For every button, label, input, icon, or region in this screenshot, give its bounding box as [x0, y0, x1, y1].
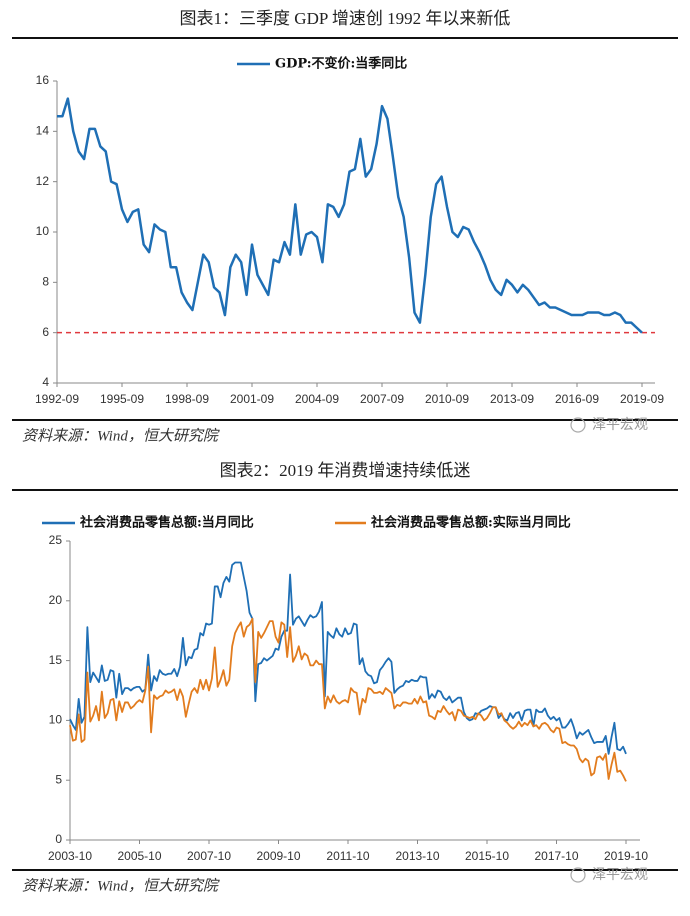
x-tick-label: 2004-09 — [295, 392, 339, 406]
series-line — [57, 97, 643, 334]
x-tick-label: 2001-09 — [230, 392, 274, 406]
x-tick-label: 1995-09 — [100, 392, 144, 406]
legend-label: 社会消费品零售总额:实际当月同比 — [370, 515, 571, 531]
watermark-icon — [570, 417, 586, 433]
x-tick-label: 2005-10 — [117, 849, 161, 863]
series-line — [69, 617, 627, 782]
y-tick-label: 0 — [55, 832, 62, 846]
y-tick-label: 12 — [36, 174, 50, 188]
legend-label: 社会消费品零售总额:当月同比 — [79, 515, 254, 531]
y-tick-label: 25 — [49, 533, 63, 547]
watermark-icon — [570, 867, 586, 883]
legend-label: GDP:不变价:当季同比 — [275, 56, 407, 72]
watermark: 泽平宏观 — [592, 867, 648, 883]
y-tick-label: 10 — [36, 224, 50, 238]
x-tick-label: 2016-09 — [555, 392, 599, 406]
y-tick-label: 6 — [42, 325, 49, 339]
x-tick-label: 2003-10 — [48, 849, 92, 863]
x-tick-label: 2009-10 — [256, 849, 300, 863]
y-tick-label: 16 — [36, 73, 50, 87]
x-tick-label: 2019-09 — [620, 392, 664, 406]
series-line — [69, 561, 627, 755]
y-tick-label: 14 — [36, 124, 50, 138]
x-tick-label: 2011-10 — [326, 849, 369, 863]
x-tick-label: 2019-10 — [604, 849, 648, 863]
chart-title: 图表2：2019 年消费增速持续低迷 — [220, 461, 471, 480]
y-tick-label: 5 — [55, 772, 62, 786]
x-tick-label: 2013-09 — [490, 392, 534, 406]
x-tick-label: 1992-09 — [35, 392, 79, 406]
x-tick-label: 2010-09 — [425, 392, 469, 406]
x-tick-label: 2013-10 — [395, 849, 439, 863]
y-tick-label: 20 — [49, 593, 63, 607]
x-tick-label: 1998-09 — [165, 392, 209, 406]
y-tick-label: 10 — [49, 713, 63, 727]
watermark: 泽平宏观 — [592, 417, 648, 433]
x-tick-label: 2017-10 — [534, 849, 578, 863]
x-tick-label: 2007-10 — [187, 849, 231, 863]
chart-title: 图表1：三季度 GDP 增速创 1992 年以来新低 — [180, 9, 511, 28]
source-note: 资料来源：Wind，恒大研究院 — [22, 877, 220, 894]
y-tick-label: 4 — [42, 375, 49, 389]
x-tick-label: 2015-10 — [465, 849, 509, 863]
x-tick-label: 2007-09 — [360, 392, 404, 406]
source-note: 资料来源：Wind，恒大研究院 — [22, 427, 220, 444]
y-tick-label: 8 — [42, 275, 49, 289]
y-tick-label: 15 — [49, 653, 63, 667]
